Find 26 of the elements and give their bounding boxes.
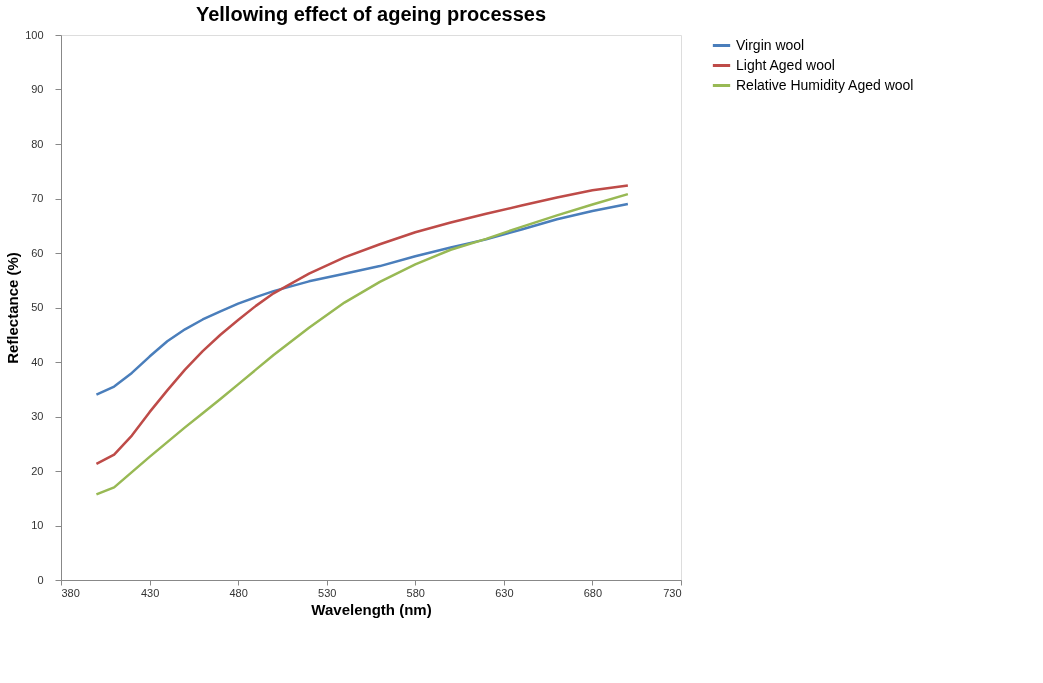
x-tick-label: 530 (318, 586, 337, 599)
x-tick-label: 630 (495, 586, 514, 599)
y-tick-label: 60 (31, 246, 44, 259)
legend-label: Light Aged wool (736, 56, 835, 73)
x-tick-label: 430 (140, 586, 160, 599)
x-tick-label: 730 (663, 586, 682, 599)
legend-label: Relative Humidity Aged wool (736, 76, 914, 93)
y-tick-label: 100 (25, 28, 44, 41)
y-tick-label: 80 (31, 137, 44, 150)
y-tick-label: 90 (31, 83, 44, 95)
y-tick-label: 10 (31, 519, 44, 531)
y-tick-label: 40 (31, 355, 44, 368)
x-tick-label: 480 (229, 586, 248, 599)
x-tick-label: 680 (583, 586, 603, 599)
y-tick-label: 20 (31, 464, 44, 477)
x-axis-title: Wavelength (nm) (311, 600, 432, 618)
y-axis-title: Reflectance (%) (4, 252, 22, 364)
y-tick-label: 50 (31, 301, 44, 313)
line-series (95, 202, 630, 396)
legend-label: Virgin wool (736, 36, 805, 53)
y-tick-label: 30 (31, 410, 44, 422)
y-tick-label: 70 (31, 192, 44, 204)
x-tick-label: 580 (406, 586, 425, 599)
y-tick-label: 0 (37, 573, 44, 586)
x-tick-label: 380 (61, 586, 80, 599)
chart-title: Yellowing effect of ageing processes (195, 3, 547, 25)
